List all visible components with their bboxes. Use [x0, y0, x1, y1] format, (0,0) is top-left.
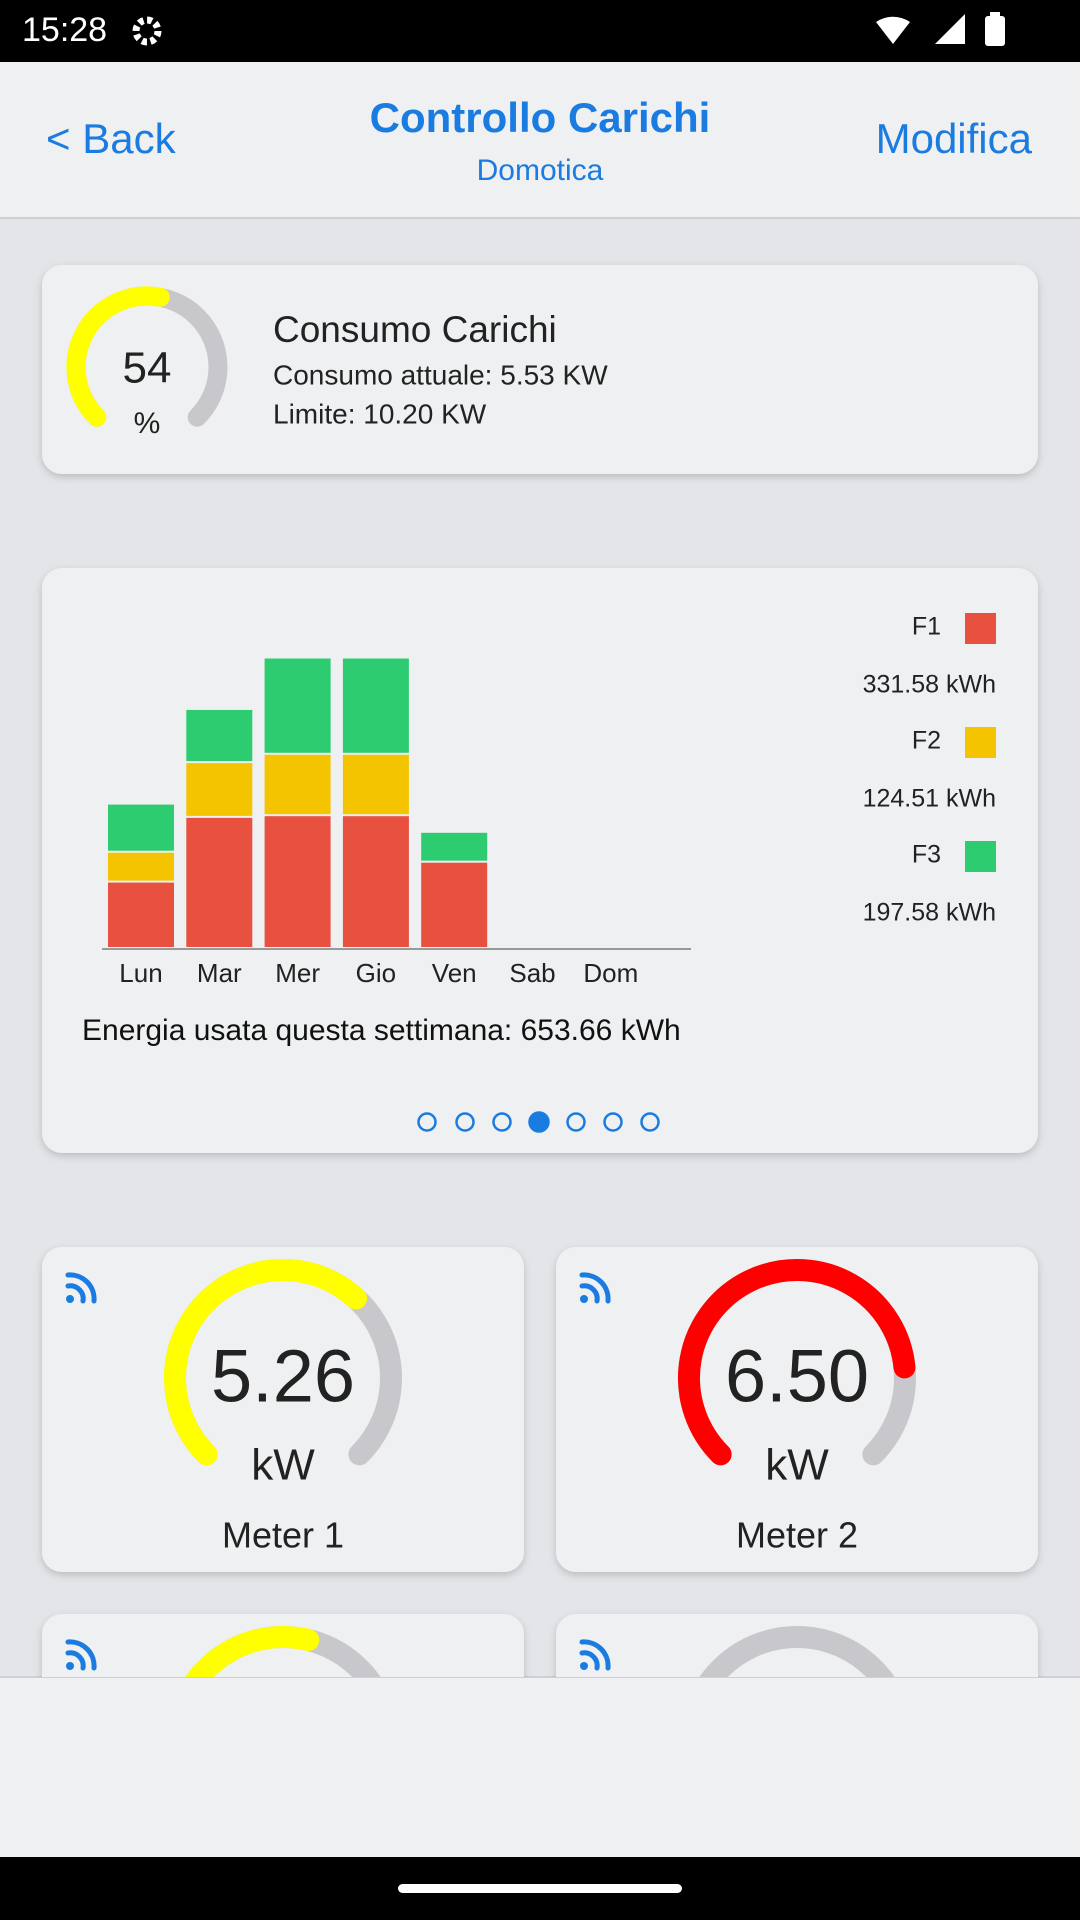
gauge-value: [185, 1626, 320, 1677]
bottom-area: [0, 1677, 1080, 1857]
wifi-wave: [65, 1272, 97, 1304]
header-subtitle: Domotica: [477, 154, 604, 187]
meter-value: 6.50: [725, 1335, 869, 1418]
x-tick-label: Mer: [275, 958, 320, 988]
wifi-icon: [65, 1272, 97, 1304]
back-button[interactable]: < Back: [46, 115, 177, 162]
legend-label: F2: [912, 727, 941, 755]
wifi-wave: [579, 1272, 611, 1304]
legend-total: 331.58 kWh: [863, 671, 996, 699]
meter-name: Meter 2: [736, 1515, 858, 1556]
page-dot[interactable]: [455, 1112, 475, 1132]
bar-segment: [264, 658, 331, 753]
x-tick-label: Gio: [356, 958, 396, 988]
header: [0, 62, 1080, 218]
bar-segment: [421, 862, 488, 947]
legend-swatch: [965, 841, 996, 872]
bar-segment: [108, 804, 174, 851]
legend-label: F1: [912, 613, 941, 641]
legend-swatch: [965, 613, 996, 644]
bar-segment: [264, 816, 331, 947]
chart-caption: Energia usata questa settimana: 653.66 k…: [82, 1014, 681, 1047]
bar-segment: [421, 832, 488, 861]
gauge-value: [164, 1259, 367, 1466]
bar-segment: [342, 754, 409, 815]
wifi-dot: [580, 1295, 588, 1303]
page-dot[interactable]: [603, 1112, 623, 1132]
wifi-wave: [65, 1639, 97, 1671]
page-dot-active[interactable]: [528, 1111, 550, 1133]
summary-current: Consumo attuale: 5.53 KW: [273, 359, 608, 390]
x-tick-label: Dom: [583, 958, 638, 988]
wifi-icon: [579, 1272, 611, 1304]
x-tick-label: Sab: [509, 958, 555, 988]
page-dot[interactable]: [417, 1112, 437, 1132]
page-dot[interactable]: [566, 1112, 586, 1132]
page-dot[interactable]: [640, 1112, 660, 1132]
x-tick-label: Mar: [197, 958, 242, 988]
meter-unit: kW: [765, 1441, 829, 1490]
bar-segment: [108, 882, 174, 947]
wifi-wave: [65, 1283, 86, 1304]
header-title: Controllo Carichi: [370, 94, 711, 141]
time: 15:28: [22, 11, 107, 49]
summary-unit: %: [134, 407, 161, 440]
status-bar: [0, 0, 1080, 62]
bar-segment: [186, 709, 253, 762]
bar-segment: [186, 763, 253, 816]
legend-total: 124.51 kWh: [863, 785, 996, 813]
meter-grid: 5.26 kW Meter 1 6.50 kW Meter 2: [42, 1247, 1038, 1677]
x-tick-label: Ven: [432, 958, 477, 988]
summary-title: Consumo Carichi: [273, 309, 557, 350]
x-tick-label: Lun: [119, 958, 162, 988]
summary-percent: 54: [123, 344, 172, 393]
pager: [417, 1111, 660, 1133]
wifi-wave: [65, 1650, 86, 1671]
bar-segment: [108, 852, 174, 881]
legend-total: 197.58 kWh: [863, 899, 996, 927]
meter-card: [42, 1247, 524, 1572]
wifi-dot: [580, 1662, 588, 1670]
legend-label: F3: [912, 841, 941, 869]
meter-card: [556, 1247, 1038, 1572]
meter-value: 5.26: [211, 1335, 355, 1418]
wifi-icon: [65, 1639, 97, 1671]
gauge-value: [678, 1259, 916, 1466]
gauge-track: [699, 1626, 895, 1677]
meter-name: Meter 1: [222, 1515, 344, 1556]
bar-segment: [342, 658, 409, 753]
legend-swatch: [965, 727, 996, 758]
bar-segment: [342, 816, 409, 947]
bar-segment: [264, 754, 331, 815]
home-indicator[interactable]: [398, 1884, 682, 1893]
bar-segment: [186, 817, 253, 947]
wifi-dot: [66, 1295, 74, 1303]
wifi-wave: [579, 1283, 600, 1304]
meter-unit: kW: [251, 1441, 315, 1490]
page-dot[interactable]: [492, 1112, 512, 1132]
chart-caption-box: Energia usata questa settimana: 653.66 k…: [82, 1014, 681, 1047]
summary-card: [42, 265, 1038, 474]
summary-limit: Limite: 10.20 KW: [273, 398, 487, 429]
gauge-value: [66, 286, 170, 427]
edit-button[interactable]: Modifica: [876, 115, 1033, 162]
wifi-icon: [579, 1639, 611, 1671]
wifi-wave: [579, 1650, 600, 1671]
status-icons: [132, 12, 1005, 46]
wifi-wave: [579, 1639, 611, 1671]
wifi-dot: [66, 1662, 74, 1670]
